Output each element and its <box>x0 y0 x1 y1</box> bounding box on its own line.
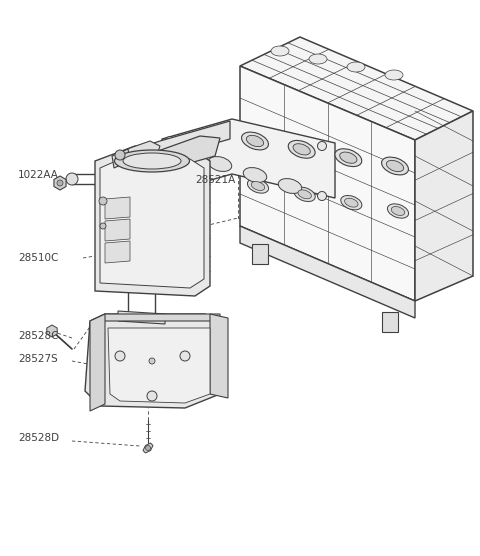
Polygon shape <box>54 176 66 190</box>
Ellipse shape <box>387 204 408 218</box>
Ellipse shape <box>288 141 315 158</box>
Ellipse shape <box>294 187 315 201</box>
Polygon shape <box>105 241 130 263</box>
Circle shape <box>115 351 125 361</box>
Polygon shape <box>143 443 153 453</box>
Ellipse shape <box>386 160 404 172</box>
Ellipse shape <box>241 132 268 150</box>
Polygon shape <box>382 312 398 332</box>
Ellipse shape <box>123 153 181 169</box>
Ellipse shape <box>173 146 197 161</box>
Ellipse shape <box>243 167 267 182</box>
Ellipse shape <box>309 54 327 64</box>
Circle shape <box>166 137 175 146</box>
Polygon shape <box>415 111 473 301</box>
Ellipse shape <box>271 46 289 56</box>
Polygon shape <box>108 328 210 403</box>
Polygon shape <box>118 311 165 324</box>
Ellipse shape <box>341 196 362 210</box>
Polygon shape <box>125 136 220 181</box>
Circle shape <box>317 191 326 201</box>
Text: 28510C: 28510C <box>18 253 59 263</box>
Text: 28527S: 28527S <box>18 354 58 364</box>
Circle shape <box>166 186 175 196</box>
Polygon shape <box>85 314 220 408</box>
Circle shape <box>147 391 157 401</box>
Circle shape <box>57 180 63 186</box>
Polygon shape <box>105 219 130 241</box>
Ellipse shape <box>115 150 190 172</box>
Polygon shape <box>100 154 204 288</box>
Ellipse shape <box>345 198 358 207</box>
Circle shape <box>100 223 106 229</box>
Ellipse shape <box>208 157 232 171</box>
Ellipse shape <box>340 152 357 163</box>
Text: 28528C: 28528C <box>18 331 59 341</box>
Circle shape <box>317 141 326 151</box>
Polygon shape <box>115 141 160 173</box>
Ellipse shape <box>252 182 264 191</box>
Ellipse shape <box>385 70 403 80</box>
Polygon shape <box>210 314 228 398</box>
Polygon shape <box>105 197 130 219</box>
Polygon shape <box>240 66 415 301</box>
Polygon shape <box>112 149 130 168</box>
Text: 28521A: 28521A <box>195 175 235 185</box>
Text: 1022AA: 1022AA <box>18 170 59 180</box>
Ellipse shape <box>293 143 310 155</box>
Ellipse shape <box>347 62 365 72</box>
Polygon shape <box>240 37 473 140</box>
Polygon shape <box>240 226 415 318</box>
Polygon shape <box>252 244 268 264</box>
Polygon shape <box>47 325 57 337</box>
Polygon shape <box>95 146 210 296</box>
Polygon shape <box>115 121 230 171</box>
Polygon shape <box>90 314 105 411</box>
Ellipse shape <box>298 190 312 199</box>
Circle shape <box>66 173 78 185</box>
Polygon shape <box>162 119 335 198</box>
Ellipse shape <box>247 179 269 193</box>
Ellipse shape <box>382 157 408 175</box>
Ellipse shape <box>335 149 362 167</box>
Ellipse shape <box>246 135 264 147</box>
Circle shape <box>99 197 107 205</box>
Polygon shape <box>90 314 220 321</box>
Ellipse shape <box>391 206 405 216</box>
Circle shape <box>115 150 125 160</box>
Text: 28528D: 28528D <box>18 433 59 443</box>
Circle shape <box>145 445 151 450</box>
Circle shape <box>149 358 155 364</box>
Circle shape <box>180 351 190 361</box>
Ellipse shape <box>278 178 302 193</box>
